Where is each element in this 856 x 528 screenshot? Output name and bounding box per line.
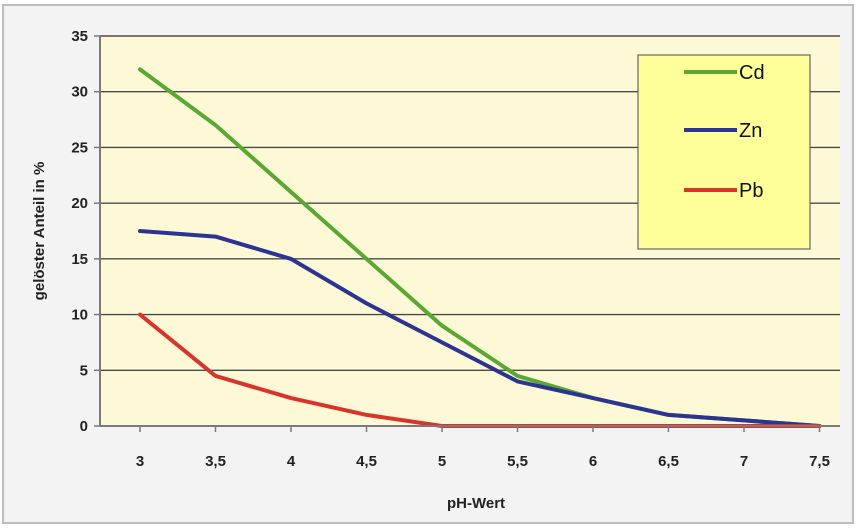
y-tick-label: 35 [71, 28, 88, 45]
x-tick-label: 7 [740, 453, 748, 470]
series-line-zn [138, 229, 822, 428]
y-tick-label: 5 [80, 362, 88, 379]
y-tick-label: 20 [71, 195, 88, 212]
y-tick-label: 10 [71, 307, 88, 324]
x-tick-label: 5 [438, 453, 446, 470]
x-axis-ticks: 3 3,5 4 4,5 5 5,5 6 6,5 7 7,5 [136, 426, 830, 470]
x-tick-label: 5,5 [507, 453, 528, 470]
y-tick-label: 15 [71, 251, 88, 268]
legend-label-cd: Cd [739, 62, 765, 84]
y-tick-label: 30 [71, 84, 88, 101]
legend-label-pb: Pb [739, 180, 763, 202]
chart-frame: 0 5 10 15 20 25 30 35 3 3,5 4 4,5 5 5,5 6 6,5 7 7,5 gelö… [2, 4, 854, 524]
y-tick-label: 0 [80, 418, 88, 435]
y-axis-ticks: 0 5 10 15 20 25 30 35 [71, 28, 100, 435]
x-tick-label: 6 [589, 453, 597, 470]
x-tick-label: 3,5 [205, 453, 226, 470]
x-tick-label: 7,5 [809, 453, 830, 470]
y-axis-title: gelöster Anteil in % [31, 162, 48, 301]
y-tick-label: 25 [71, 139, 88, 156]
legend: Cd Zn Pb [637, 54, 811, 250]
line-chart: 0 5 10 15 20 25 30 35 3 3,5 4 4,5 5 5,5 6 6,5 7 7,5 gelö… [31, 28, 840, 512]
x-tick-label: 6,5 [658, 453, 679, 470]
legend-box [637, 54, 811, 250]
x-tick-label: 3 [136, 453, 144, 470]
legend-label-zn: Zn [739, 120, 762, 142]
x-tick-label: 4 [287, 453, 296, 470]
x-tick-label: 4,5 [356, 453, 377, 470]
x-axis-title: pH-Wert [447, 495, 505, 512]
